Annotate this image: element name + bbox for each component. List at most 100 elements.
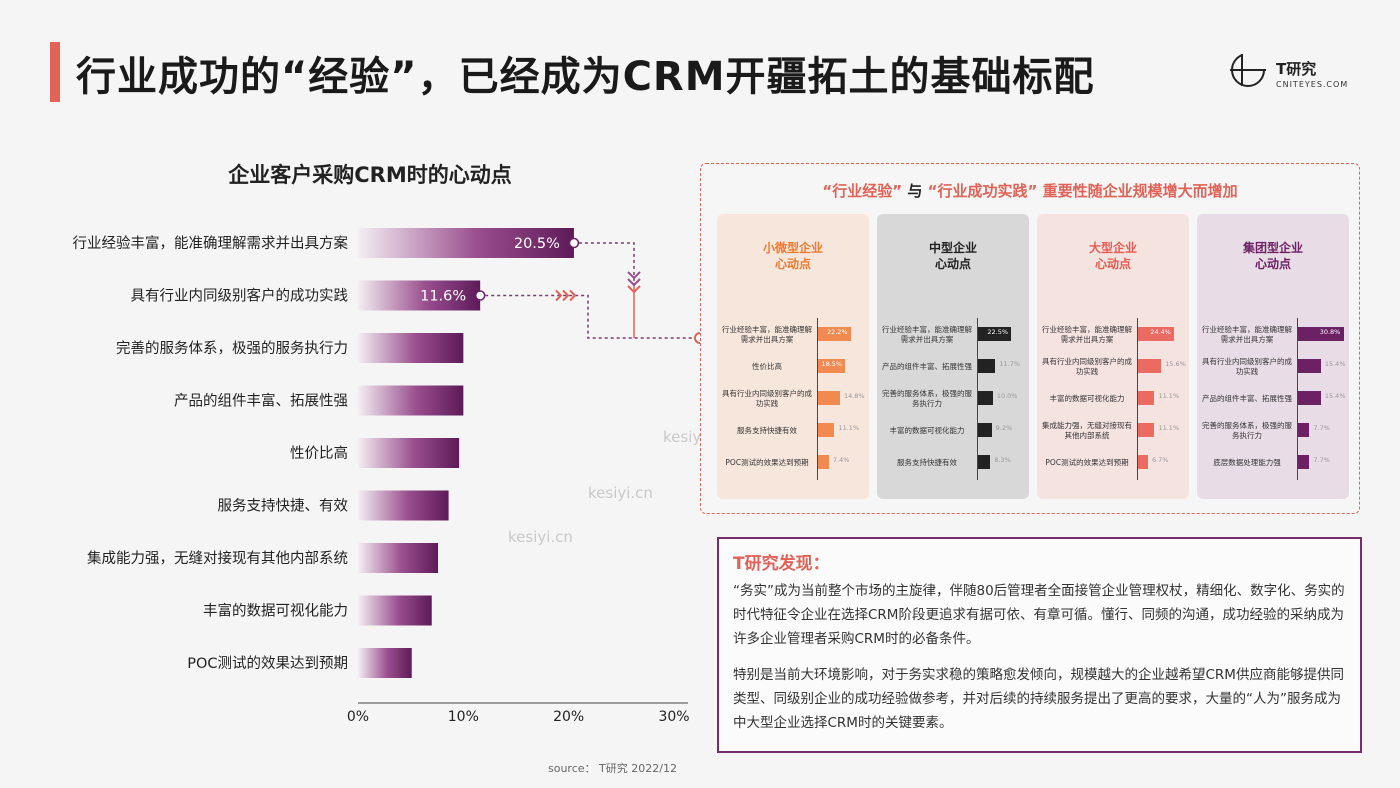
panel-title-part: 与: [907, 182, 923, 200]
brand-logo: T研究 CNITEYES.COM: [1228, 50, 1378, 100]
card-axis: [817, 414, 818, 448]
panel-title-part: “行业成功实践”: [927, 182, 1038, 200]
card-bar: [1298, 423, 1310, 437]
bar: [358, 333, 464, 363]
card-title: 大型企业 心动点: [1037, 240, 1189, 272]
card-bar-value: 11.1%: [838, 424, 860, 432]
card-axis: [1137, 350, 1138, 384]
card-title: 集团型企业 心动点: [1197, 240, 1349, 272]
connector-line: [578, 242, 635, 283]
findings-heading: T研究发现：: [733, 554, 830, 574]
card-row: POC测试的效果达到预期 7.4%: [721, 446, 869, 480]
card-row-label: 底层数据处理能力强: [1213, 458, 1281, 467]
card-bar: [818, 391, 840, 405]
card-row-label: 性价比高: [752, 362, 782, 371]
watermark: kesiyi.cn: [588, 484, 653, 502]
card-row: 丰富的数据可视化能力 9.2%: [881, 414, 1029, 448]
data-label: 20.5%: [514, 236, 560, 252]
card-bar-value: 15.4%: [1324, 392, 1346, 400]
card-row: 具有行业内同级别客户的成功实践 15.4%: [1201, 350, 1349, 384]
bar: [358, 543, 439, 573]
connector-dot: [694, 332, 700, 344]
card-bar: [1138, 359, 1162, 373]
card-row-label: 具有行业内同级别客户的成功实践: [1202, 357, 1292, 376]
card-bar-value: 7.4%: [832, 456, 850, 464]
card-axis: [1297, 446, 1298, 480]
card-bar-value: 9.2%: [995, 424, 1013, 432]
card-axis: [1137, 318, 1138, 352]
findings-paragraph-1: “务实”成为当前整个市场的主旋律，伴随80后管理者全面接管企业管理权杖，精细化、…: [733, 583, 1345, 647]
card-bar: [1138, 391, 1155, 405]
card-row: 集成能力强，无缝对接现有其他内部系统 11.1%: [1041, 414, 1189, 448]
card-row: 行业经验丰富，能准确理解需求并出具方案 22.2%: [721, 318, 869, 352]
source-note: source： T研究 2022/12: [548, 762, 677, 775]
card-bar-value: 11.1%: [1158, 392, 1180, 400]
category-label: 具有行业内同级别客户的成功实践: [131, 288, 349, 305]
card-row: 具有行业内同级别客户的成功实践 15.6%: [1041, 350, 1189, 384]
category-label: POC测试的效果达到预期: [187, 655, 348, 672]
card-title-line: 心动点: [934, 257, 971, 271]
card-axis: [1297, 382, 1298, 416]
card-title-line: 心动点: [1094, 257, 1131, 271]
category-label: 性价比高: [290, 445, 348, 462]
card-bar: [978, 455, 991, 469]
size-card: 中型企业 心动点 行业经验丰富，能准确理解需求并出具方案 22.5% 产品的组件丰富、拓…: [877, 214, 1029, 499]
connector-line: [485, 294, 697, 339]
card-bar-value: 6.7%: [1151, 456, 1169, 464]
bar: [358, 490, 449, 521]
card-bar-value: 14.8%: [843, 392, 865, 400]
card-axis: [1137, 382, 1138, 416]
card-bar-value: 24.4%: [1150, 328, 1171, 336]
logo-url: CNITEYES.COM: [1276, 80, 1349, 89]
card-bar: [818, 423, 835, 437]
panel-title-part: 重要性随企业规模增大而增加: [1042, 182, 1238, 200]
card-row-label: 丰富的数据可视化能力: [889, 426, 965, 435]
connector-dot: [474, 290, 486, 301]
card-title-line: 小微型企业: [762, 241, 823, 255]
card-row: 性价比高 18.5%: [721, 350, 869, 384]
card-row-label: 具有行业内同级别客户的成功实践: [1042, 357, 1132, 376]
card-bar: [1138, 327, 1175, 341]
bar: [358, 595, 432, 626]
bar: [358, 648, 412, 678]
connector-dot: [568, 237, 580, 249]
card-bar-value: 22.2%: [826, 328, 848, 336]
card-row: 具有行业内同级别客户的成功实践 14.8%: [721, 382, 869, 416]
card-bar-value: 11.1%: [1158, 424, 1180, 432]
card-axis: [977, 382, 978, 416]
card-axis: [1297, 350, 1298, 384]
card-bar-value: 7.7%: [1313, 424, 1330, 432]
card-row: 行业经验丰富，能准确理解需求并出具方案 30.8%: [1201, 318, 1349, 352]
card-row: POC测试的效果达到预期 6.7%: [1041, 446, 1189, 480]
card-axis: [817, 350, 818, 384]
card-bar: [978, 391, 993, 405]
card-row-label: 丰富的数据可视化能力: [1049, 394, 1125, 403]
card-row-label: 产品的组件丰富、拓展性强: [1202, 394, 1292, 403]
size-card: 集团型企业 心动点 行业经验丰富，能准确理解需求并出具方案 30.8% 具有行业内同级别…: [1197, 214, 1349, 499]
card-bar-value: 8.3%: [994, 456, 1011, 464]
card-axis: [817, 318, 818, 352]
findings-box: T研究发现： “务实”成为当前整个市场的主旋律，伴随80后管理者全面接管企业管理…: [717, 537, 1362, 753]
findings-paragraph-2: 特别是当前大环境影响，对于务实求稳的策略愈发倾向，规模越大的企业越希望CRM供应…: [733, 667, 1344, 731]
card-axis: [1137, 414, 1138, 448]
card-row-label: 产品的组件丰富、拓展性强: [882, 362, 972, 371]
card-bar: [1298, 327, 1344, 341]
card-title: 小微型企业 心动点: [717, 240, 869, 272]
card-row: 产品的组件丰富、拓展性强 11.7%: [881, 350, 1029, 384]
card-axis: [977, 414, 978, 448]
card-bar: [1298, 359, 1321, 373]
card-row: 服务支持快捷有效 8.3%: [881, 446, 1029, 480]
bar: [358, 280, 481, 311]
card-row-label: 完善的服务体系，极强的服务执行力: [882, 389, 972, 408]
card-axis: [977, 350, 978, 384]
tick-label: 10%: [448, 709, 479, 725]
card-bar: [818, 359, 846, 373]
card-title-line: 集团型企业: [1242, 241, 1303, 255]
card-axis: [1297, 414, 1298, 448]
category-label: 丰富的数据可视化能力: [203, 602, 348, 620]
card-row: 完善的服务体系，极强的服务执行力 10.0%: [881, 382, 1029, 416]
chevron-down-icon: [627, 285, 641, 294]
card-row: 底层数据处理能力强 7.7%: [1201, 446, 1349, 480]
panel-title-part: “行业经验”: [822, 182, 903, 200]
data-label: 11.6%: [420, 289, 466, 305]
